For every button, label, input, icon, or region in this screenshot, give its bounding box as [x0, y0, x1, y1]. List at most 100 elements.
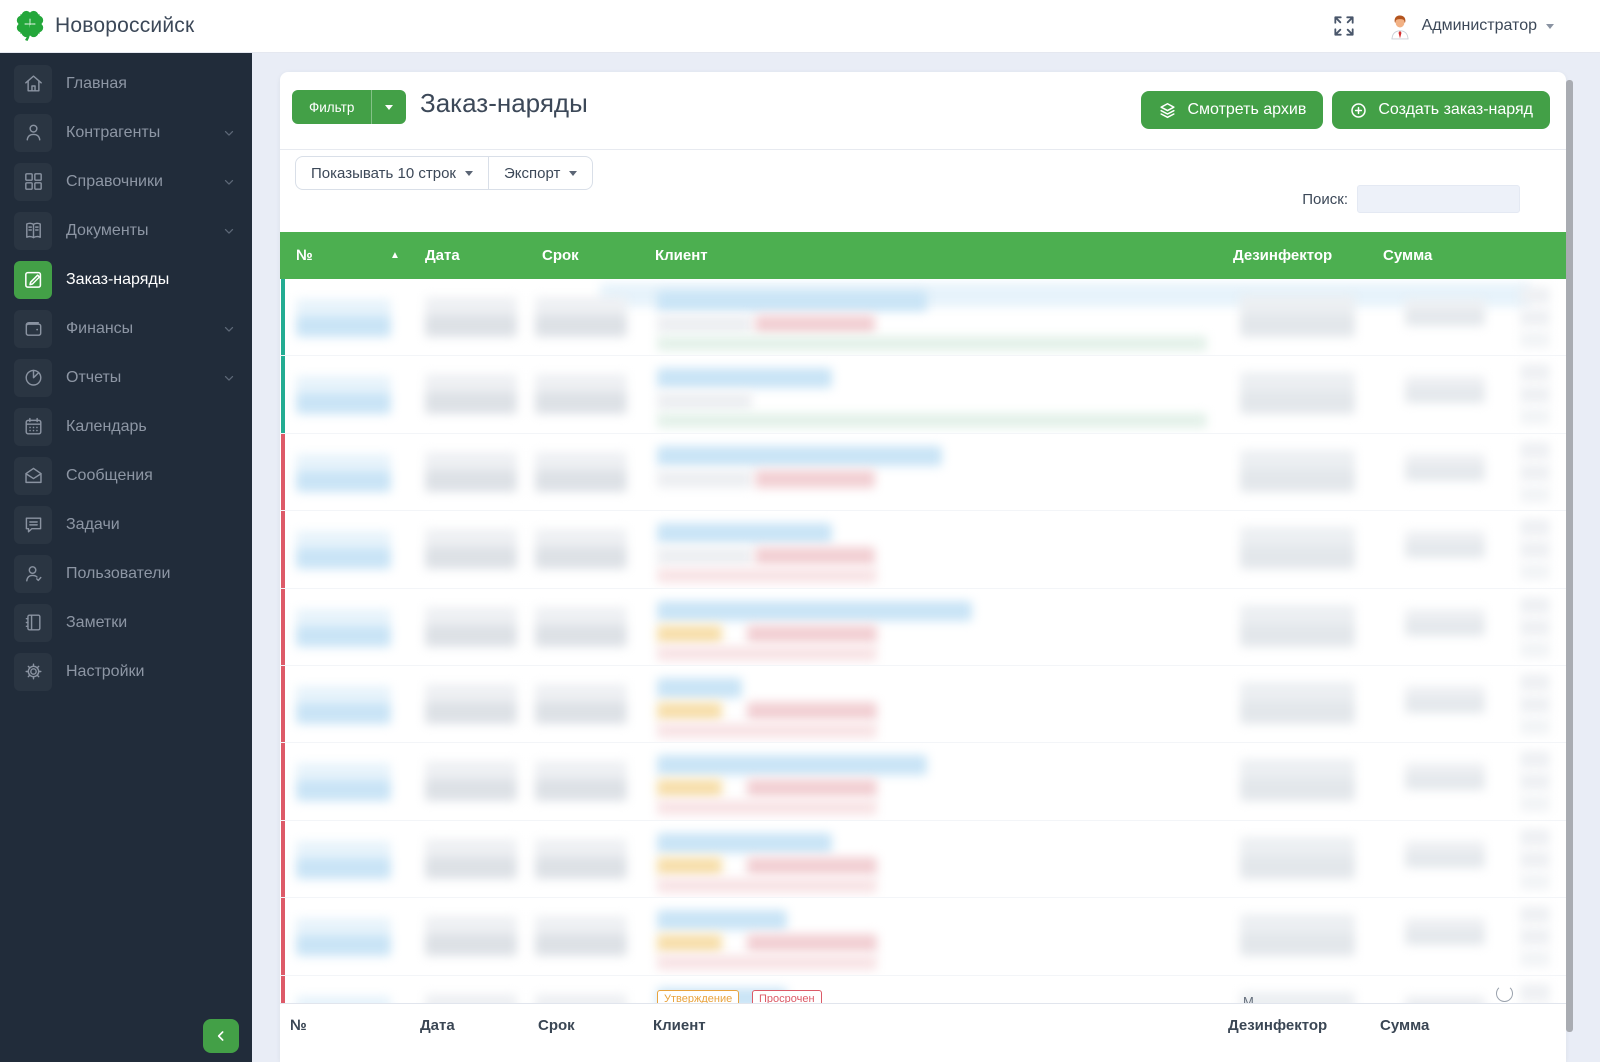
- filter-caret[interactable]: [371, 90, 406, 124]
- sidebar-item-settings[interactable]: Настройки: [0, 647, 252, 696]
- user-avatar-icon: [1387, 12, 1413, 40]
- redacted-status-bar: [657, 955, 877, 971]
- table-row[interactable]: [280, 820, 1566, 899]
- create-order-button[interactable]: Создать заказ-наряд: [1332, 91, 1550, 129]
- partial-disinfector-text: М: [1243, 993, 1254, 1003]
- header-actions: Смотреть архив Создать заказ-наряд: [1141, 91, 1550, 129]
- page-size-dropdown[interactable]: Показывать 10 строк: [295, 156, 489, 190]
- settings-icon: [14, 652, 52, 691]
- redacted-order-number: [296, 531, 391, 570]
- redacted-client-name: [657, 445, 942, 466]
- table-row[interactable]: [280, 743, 1566, 821]
- sidebar-item-label: Финансы: [66, 319, 134, 337]
- redacted-disinfector: [1240, 527, 1355, 570]
- redacted-term: [535, 761, 627, 802]
- pie-icon: [14, 358, 52, 397]
- footer-column-label-3: Срок: [538, 1017, 575, 1034]
- table-row[interactable]: [280, 511, 1566, 589]
- sidebar-item-users[interactable]: Пользователи: [0, 549, 252, 598]
- chevron-down-icon: [222, 371, 236, 385]
- table-header: № Дата Срок Клиент Дезинфектор Сумма ▲: [280, 232, 1566, 279]
- main-content: Фильтр Заказ-наряды Смотреть архив: [252, 53, 1600, 1062]
- sort-asc-icon[interactable]: ▲: [390, 250, 400, 261]
- user-menu[interactable]: Администратор: [1387, 12, 1554, 40]
- redacted-order-number: [296, 685, 391, 724]
- redacted-client-info: [657, 392, 752, 411]
- redacted-action: [1520, 441, 1550, 459]
- redacted-client-name: [657, 600, 972, 621]
- fullscreen-icon[interactable]: [1331, 13, 1357, 39]
- sidebar-item-label: Сообщения: [66, 466, 153, 484]
- footer-column-label-4: Клиент: [653, 1017, 706, 1034]
- topbar-actions: Администратор: [1331, 12, 1554, 40]
- top-header: Новороссийск: [0, 0, 1600, 53]
- column-header-5[interactable]: Дезинфектор: [1233, 247, 1333, 264]
- sidebar-item-wallet[interactable]: Финансы: [0, 304, 252, 353]
- chevron-down-icon: [222, 322, 236, 336]
- table-row[interactable]: [280, 665, 1566, 744]
- column-header-6[interactable]: Сумма: [1383, 247, 1433, 264]
- grid-icon: [14, 162, 52, 201]
- redacted-date: [425, 993, 517, 1003]
- redacted-date: [425, 916, 517, 957]
- column-header-2[interactable]: Дата: [425, 247, 460, 264]
- sidebar-item-work-order[interactable]: Заказ-наряды: [0, 255, 252, 304]
- contacts-icon: [14, 113, 52, 152]
- vertical-scrollbar[interactable]: [1566, 72, 1573, 1062]
- redacted-client-name: [657, 523, 832, 544]
- redacted-sum: [1405, 376, 1485, 404]
- redacted-disinfector: [1240, 991, 1355, 1003]
- redacted-client-info: [657, 315, 752, 333]
- table-row[interactable]: [280, 588, 1566, 666]
- wallet-icon: [14, 309, 52, 348]
- footer-column-label-5: Дезинфектор: [1228, 1017, 1328, 1034]
- sidebar-item-tasks[interactable]: Задачи: [0, 500, 252, 549]
- redacted-sum: [1405, 453, 1485, 481]
- search-input[interactable]: [1357, 185, 1520, 213]
- redacted-client-info: [657, 469, 752, 488]
- sidebar-item-pie[interactable]: Отчеты: [0, 353, 252, 402]
- table-row[interactable]: [280, 356, 1566, 434]
- table-row[interactable]: [280, 279, 1566, 357]
- sidebar-item-contacts[interactable]: Контрагенты: [0, 108, 252, 157]
- filter-button[interactable]: Фильтр: [292, 90, 407, 124]
- view-archive-label: Смотреть архив: [1187, 101, 1307, 118]
- redacted-term: [535, 838, 627, 879]
- sidebar-collapse-button[interactable]: [203, 1019, 239, 1053]
- sidebar-item-notes[interactable]: Заметки: [0, 598, 252, 647]
- refresh-icon: [1496, 984, 1513, 1002]
- column-header-3[interactable]: Срок: [542, 247, 579, 264]
- column-header-4[interactable]: Клиент: [655, 247, 708, 264]
- scrollbar-thumb[interactable]: [1566, 80, 1573, 1032]
- view-archive-button[interactable]: Смотреть архив: [1141, 91, 1324, 129]
- export-dropdown[interactable]: Экспорт: [488, 156, 594, 190]
- sidebar-item-home[interactable]: Главная: [0, 59, 252, 108]
- redacted-order-number: [296, 453, 391, 492]
- redacted-sum: [1405, 840, 1485, 868]
- column-header-1[interactable]: №: [296, 247, 313, 264]
- table-toolbar: Показывать 10 строк Экспорт: [295, 156, 594, 190]
- redacted-client-name: [657, 755, 927, 776]
- sidebar-item-grid[interactable]: Справочники: [0, 157, 252, 206]
- sidebar-item-documents[interactable]: Документы: [0, 206, 252, 255]
- approval-badge: Утверждение: [657, 989, 740, 1003]
- sidebar-item-calendar[interactable]: Календарь: [0, 402, 252, 451]
- sidebar-item-mail[interactable]: Сообщения: [0, 451, 252, 500]
- table-row[interactable]: Утверждение Просрочен М: [280, 975, 1566, 1003]
- redacted-client-alert: [747, 701, 877, 720]
- table-row[interactable]: [280, 433, 1566, 512]
- redacted-action: [1520, 673, 1550, 691]
- sidebar-item-label: Настройки: [66, 662, 145, 680]
- plus-circle-icon: [1349, 101, 1368, 120]
- table-row[interactable]: [280, 898, 1566, 976]
- redacted-action: [1520, 485, 1550, 503]
- create-order-label: Создать заказ-наряд: [1378, 101, 1533, 118]
- redacted-action: [1520, 331, 1550, 348]
- row-status-stripe: [281, 975, 285, 1003]
- redacted-client-badge: [657, 624, 722, 643]
- sidebar-item-label: Отчеты: [66, 368, 122, 386]
- redacted-status-bar: [657, 568, 877, 584]
- redacted-sum: [1405, 299, 1485, 326]
- redacted-client-badge: [657, 934, 722, 953]
- row-status-stripe: [281, 743, 285, 820]
